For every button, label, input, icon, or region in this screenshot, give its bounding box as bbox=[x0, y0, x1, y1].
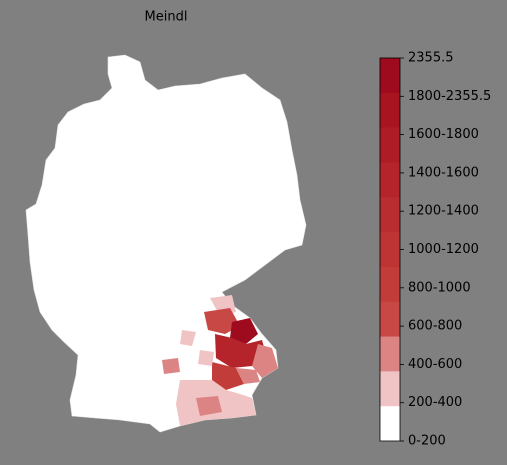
colorbar-segment bbox=[380, 336, 400, 372]
region bbox=[230, 318, 258, 344]
colorbar-segment bbox=[380, 127, 400, 163]
colorbar-label: 1800-2355.5 bbox=[408, 89, 491, 104]
colorbar-label: 200-400 bbox=[408, 395, 462, 410]
colorbar-label: 1400-1600 bbox=[408, 165, 479, 180]
colorbar-segment bbox=[380, 301, 400, 337]
colorbar: 2355.5 1800-2355.5 1600-1800 1400-1600 1200-… bbox=[379, 51, 491, 449]
colorbar-segment bbox=[380, 58, 400, 94]
colorbar-label: 600-800 bbox=[408, 319, 462, 334]
colorbar-segment bbox=[380, 162, 400, 198]
region bbox=[215, 334, 266, 368]
region bbox=[252, 344, 278, 378]
colorbar-label: 1600-1800 bbox=[408, 127, 479, 142]
germany-map bbox=[25, 54, 307, 433]
colorbar-segment bbox=[380, 266, 400, 303]
colorbar-segment bbox=[380, 371, 400, 407]
region bbox=[162, 358, 180, 374]
colorbar-segment bbox=[380, 197, 400, 233]
colorbar-segment bbox=[380, 406, 400, 442]
colorbar-label: 0-200 bbox=[408, 434, 446, 449]
colorbar-label: 800-1000 bbox=[408, 280, 471, 295]
region bbox=[212, 362, 244, 390]
region bbox=[196, 396, 222, 416]
colorbar-label: 1200-1400 bbox=[408, 204, 479, 219]
region bbox=[204, 308, 240, 334]
colorbar-segment bbox=[380, 92, 400, 128]
colorbar-label: 400-600 bbox=[408, 357, 462, 372]
colorbar-label: 2355.5 bbox=[408, 51, 454, 66]
colorbar-label: 1000-1200 bbox=[408, 242, 479, 257]
region bbox=[236, 368, 260, 384]
region bbox=[180, 330, 196, 346]
map-title: Meindl bbox=[145, 10, 188, 25]
region bbox=[198, 350, 214, 366]
colorbar-segment bbox=[380, 232, 400, 268]
